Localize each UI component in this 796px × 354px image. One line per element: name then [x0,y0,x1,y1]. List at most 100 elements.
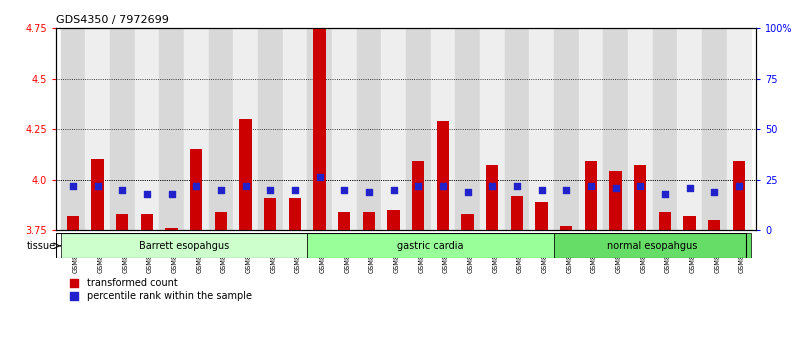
Bar [727,28,751,230]
Bar [289,198,301,230]
Point [634,183,646,188]
Bar [283,28,307,230]
Point [708,189,720,194]
Bar [116,214,128,230]
Bar [554,233,751,258]
Point [461,189,474,194]
Point [215,187,228,193]
Bar [307,233,554,258]
Text: Barrett esopahgus: Barrett esopahgus [139,241,229,251]
Point [560,187,572,193]
Bar [677,28,702,230]
Text: GSM852006: GSM852006 [443,233,449,273]
Point [166,191,178,196]
Bar [634,165,646,230]
Bar [684,216,696,230]
Text: GSM852002: GSM852002 [345,233,350,273]
Point [67,183,80,188]
Text: GSM851996: GSM851996 [640,233,646,273]
Bar [554,28,579,230]
Bar [560,226,572,230]
Text: GSM851994: GSM851994 [591,233,597,273]
Point [240,183,252,188]
Bar [628,28,653,230]
Bar [135,28,159,230]
Text: GSM852005: GSM852005 [418,233,424,273]
Bar [314,28,326,230]
Bar [209,28,233,230]
Text: GSM851990: GSM851990 [246,233,252,273]
Bar [480,28,505,230]
Text: GSM852004: GSM852004 [394,233,400,273]
Legend: transformed count, percentile rank within the sample: transformed count, percentile rank withi… [60,274,256,304]
Point [264,187,277,193]
Bar [67,216,79,230]
Bar [412,161,424,230]
Text: GSM852001: GSM852001 [320,233,326,273]
Text: GDS4350 / 7972699: GDS4350 / 7972699 [56,15,169,25]
Text: GSM851985: GSM851985 [123,233,128,273]
Bar [733,161,745,230]
Point [92,183,104,188]
Point [510,183,523,188]
Point [190,183,203,188]
Text: GSM852009: GSM852009 [517,233,523,273]
Bar [60,233,307,258]
Text: GSM851999: GSM851999 [714,233,720,273]
Text: GSM851989: GSM851989 [221,233,227,273]
Bar [653,28,677,230]
Text: GSM851983: GSM851983 [73,233,79,273]
Text: GSM852007: GSM852007 [467,233,474,273]
Point [609,185,622,190]
Text: GSM852008: GSM852008 [492,233,498,273]
Bar [166,228,178,230]
Text: gastric cardia: gastric cardia [397,241,464,251]
Bar [363,212,375,230]
Bar [702,28,727,230]
Bar [85,28,110,230]
Text: GSM852003: GSM852003 [369,233,375,273]
Text: GSM851991: GSM851991 [271,233,276,273]
Bar [529,28,554,230]
Point [363,189,376,194]
Point [314,175,326,180]
Bar [258,28,283,230]
Bar [307,28,332,230]
Text: GSM851997: GSM851997 [665,233,671,273]
Bar [381,28,406,230]
Text: tissue: tissue [26,241,56,251]
Point [388,187,400,193]
Text: GSM851993: GSM851993 [566,233,572,273]
Bar [708,220,720,230]
Bar [585,161,597,230]
Bar [190,149,202,230]
Bar [437,121,449,230]
Bar [92,159,103,230]
Bar [659,212,671,230]
Bar [486,165,498,230]
Point [436,183,449,188]
Bar [455,28,480,230]
Text: GSM851986: GSM851986 [147,233,153,273]
Bar [388,210,400,230]
Bar [610,171,622,230]
Text: GSM852010: GSM852010 [541,233,548,273]
Bar [332,28,357,230]
Text: GSM851987: GSM851987 [172,233,178,273]
Bar [264,198,276,230]
Point [289,187,302,193]
Bar [141,214,153,230]
Bar [505,28,529,230]
Bar [240,119,252,230]
Point [535,187,548,193]
Bar [233,28,258,230]
Text: normal esopahgus: normal esopahgus [607,241,698,251]
Bar [406,28,431,230]
Point [412,183,424,188]
Bar [60,28,85,230]
Bar [357,28,381,230]
Bar [110,28,135,230]
Bar [159,28,184,230]
Bar [536,202,548,230]
Bar [184,28,209,230]
